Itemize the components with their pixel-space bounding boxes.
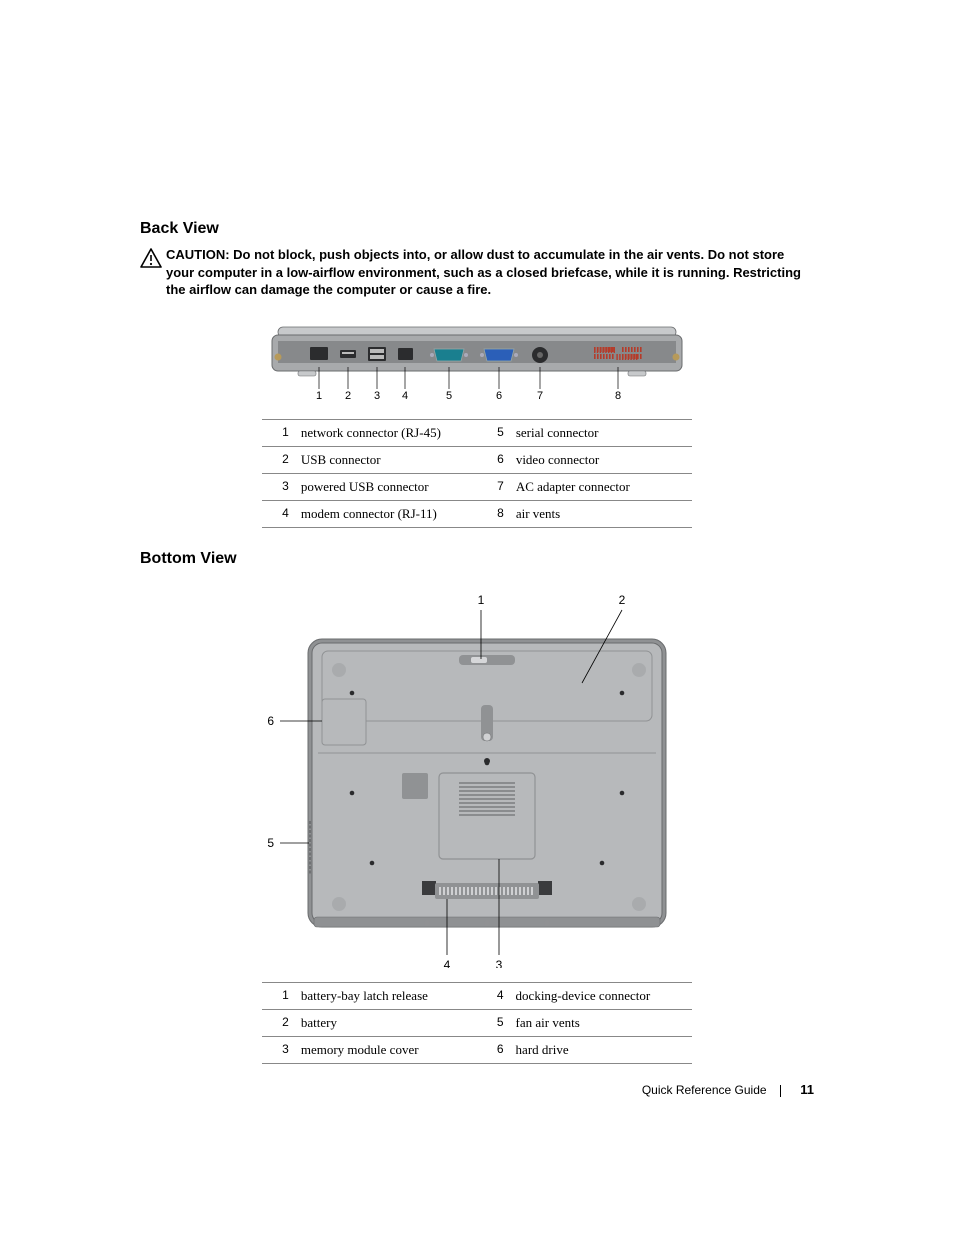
callout-label: network connector (RJ-45) — [295, 419, 477, 446]
table-row: 2battery5fan air vents — [262, 1009, 692, 1036]
svg-text:8: 8 — [615, 390, 621, 402]
svg-text:6: 6 — [496, 390, 502, 402]
callout-label: USB connector — [295, 446, 477, 473]
table-row: 4modem connector (RJ-11)8air vents — [262, 500, 692, 527]
svg-text:5: 5 — [446, 390, 452, 402]
callout-num: 3 — [262, 473, 295, 500]
back-view-callout-table: 1network connector (RJ-45)5serial connec… — [262, 419, 692, 528]
callout-label: memory module cover — [295, 1036, 477, 1063]
svg-text:6: 6 — [267, 714, 274, 728]
callout-num: 2 — [262, 1009, 295, 1036]
callout-label: battery — [295, 1009, 477, 1036]
page-number: 11 — [800, 1082, 814, 1097]
svg-text:4: 4 — [444, 958, 451, 968]
table-row: 3powered USB connector7AC adapter connec… — [262, 473, 692, 500]
callout-num: 6 — [477, 446, 510, 473]
callout-num: 8 — [477, 500, 510, 527]
bottom-view-diagram: 123456 1battery-bay latch release4dockin… — [262, 588, 692, 1064]
callout-label: video connector — [510, 446, 692, 473]
caution-text: CAUTION: Do not block, push objects into… — [166, 246, 814, 299]
caution-icon — [140, 248, 166, 299]
callout-label: battery-bay latch release — [295, 982, 477, 1009]
back-view-diagram: 12345678 1network connector (RJ-45)5seri… — [262, 321, 692, 528]
callout-num: 1 — [262, 982, 295, 1009]
callout-num: 2 — [262, 446, 295, 473]
svg-text:5: 5 — [267, 836, 274, 850]
caution-body: Do not block, push objects into, or allo… — [166, 247, 801, 297]
callout-label: AC adapter connector — [510, 473, 692, 500]
callout-num: 1 — [262, 419, 295, 446]
callout-label: hard drive — [510, 1036, 692, 1063]
page-footer: Quick Reference Guide 11 — [642, 1082, 814, 1097]
svg-text:4: 4 — [402, 390, 408, 402]
callout-label: air vents — [510, 500, 692, 527]
heading-bottom-view: Bottom View — [140, 550, 814, 568]
callout-label: modem connector (RJ-11) — [295, 500, 477, 527]
callout-label: serial connector — [510, 419, 692, 446]
svg-text:1: 1 — [316, 390, 322, 402]
table-row: 1battery-bay latch release4docking-devic… — [262, 982, 692, 1009]
svg-text:2: 2 — [345, 390, 351, 402]
callout-label: powered USB connector — [295, 473, 477, 500]
svg-text:3: 3 — [374, 390, 380, 402]
caution-block: CAUTION: Do not block, push objects into… — [140, 246, 814, 299]
callout-num: 4 — [262, 500, 295, 527]
svg-text:1: 1 — [478, 593, 485, 607]
page: Back View CAUTION: Do not block, push ob… — [0, 0, 954, 1235]
callout-label: docking-device connector — [510, 982, 692, 1009]
callout-num: 7 — [477, 473, 510, 500]
heading-back-view: Back View — [140, 220, 814, 238]
table-row: 3memory module cover6hard drive — [262, 1036, 692, 1063]
callout-num: 5 — [477, 1009, 510, 1036]
table-row: 2USB connector6video connector — [262, 446, 692, 473]
bottom-view-callout-table: 1battery-bay latch release4docking-devic… — [262, 982, 692, 1064]
caution-label: CAUTION: — [166, 247, 230, 262]
callout-num: 4 — [477, 982, 510, 1009]
table-row: 1network connector (RJ-45)5serial connec… — [262, 419, 692, 446]
svg-text:7: 7 — [537, 390, 543, 402]
callout-num: 5 — [477, 419, 510, 446]
footer-divider — [780, 1085, 781, 1097]
svg-text:2: 2 — [619, 593, 626, 607]
footer-title: Quick Reference Guide — [642, 1083, 767, 1097]
callout-label: fan air vents — [510, 1009, 692, 1036]
callout-num: 3 — [262, 1036, 295, 1063]
svg-text:3: 3 — [496, 958, 503, 968]
callout-num: 6 — [477, 1036, 510, 1063]
